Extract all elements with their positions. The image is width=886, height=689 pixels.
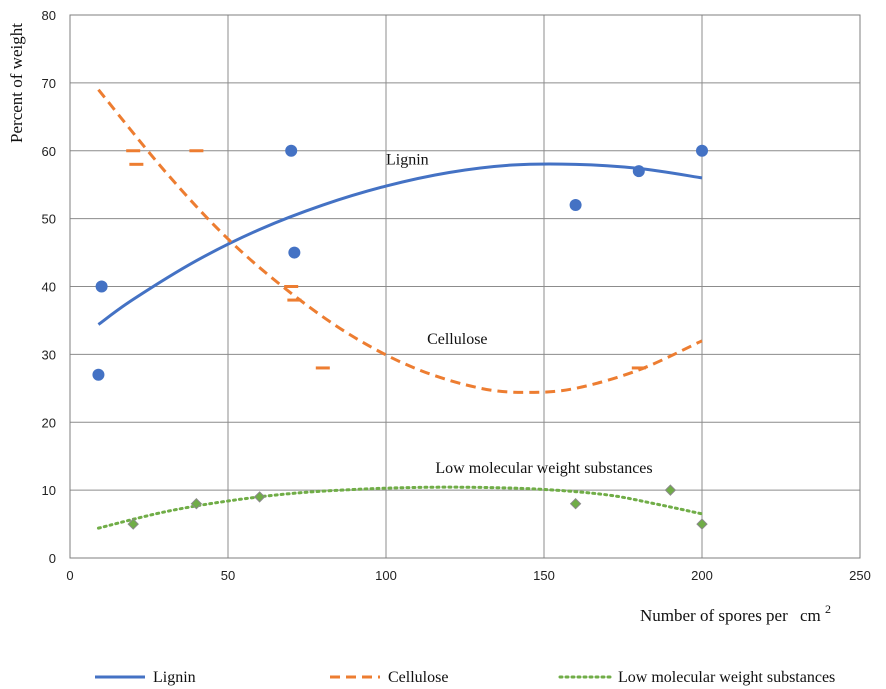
y-tick-label: 40	[42, 280, 56, 295]
lignin-point	[95, 280, 108, 293]
x-tick-label: 150	[533, 568, 555, 583]
cellulose-point	[631, 366, 646, 370]
annotation-lignin: Lignin	[386, 151, 429, 168]
low-molecular-weight-substances-point	[127, 518, 139, 530]
lignin-point	[288, 246, 301, 259]
y-tick-label: 0	[49, 551, 56, 566]
x-tick-label: 250	[849, 568, 871, 583]
x-tick-label: 50	[221, 568, 235, 583]
annotation-low-molecular-weight-substances: Low molecular weight substances	[435, 460, 652, 477]
legend: Lignin Cellulose Low molecular weight subs…	[95, 669, 835, 686]
x-tick-label: 0	[66, 568, 73, 583]
y-tick-label: 70	[42, 76, 56, 91]
lignin-point	[569, 199, 582, 212]
y-tick-label: 20	[42, 415, 56, 430]
y-tick-label: 50	[42, 212, 56, 227]
x-axis-ticks: 0 50 100 150 200 250	[66, 568, 870, 583]
plot-area-border	[69, 14, 861, 559]
data-points	[92, 144, 708, 530]
x-axis-title-superscript: 2	[825, 602, 831, 616]
x-tick-label: 100	[375, 568, 397, 583]
y-axis-title: Percent of weight	[7, 23, 26, 143]
y-tick-label: 60	[42, 144, 56, 159]
x-tick-label: 200	[691, 568, 713, 583]
cellulose-point	[284, 285, 299, 288]
low-molecular-weight-substances-point	[253, 491, 266, 503]
y-tick-label: 10	[42, 483, 56, 498]
legend-label-low-molecular-weight-substances: Low molecular weight substances	[618, 669, 835, 686]
x-axis-title-text: Number of spores per	[640, 606, 788, 625]
y-axis-ticks: 0 10 20 30 40 50 60 70 80	[42, 8, 56, 566]
annotation-cellulose: Cellulose	[427, 331, 487, 348]
lignin-trend-line	[97, 162, 703, 326]
lignin-point	[632, 165, 645, 178]
low-molecular-weight-substances-point	[190, 497, 203, 510]
cellulose-point	[129, 162, 144, 166]
low-molecular-weight-substances-point	[664, 484, 677, 496]
low-molecular-weight-substances-point	[569, 497, 582, 510]
lignin-point	[92, 368, 105, 381]
annotations: Lignin Cellulose Low molecular weight subs…	[386, 151, 653, 477]
cellulose-point	[315, 366, 330, 370]
legend-label-lignin: Lignin	[153, 669, 196, 686]
svg-text:Number of spores per cm: Number of spores per cm 2	[640, 602, 831, 625]
low-molecular-weight-substances-point	[696, 518, 708, 530]
x-axis-title: Number of spores per cm 2	[640, 602, 831, 625]
low-molecular-weight-substances-trend-line	[96, 485, 704, 530]
y-tick-label: 80	[42, 8, 56, 23]
lignin-point	[696, 144, 708, 157]
lignin-point	[285, 144, 298, 157]
legend-label-cellulose: Cellulose	[388, 669, 448, 686]
cellulose-trend-line	[97, 88, 703, 394]
x-axis-title-unit: cm	[800, 606, 821, 625]
cellulose-point	[126, 149, 141, 153]
cellulose-point	[189, 149, 204, 153]
cellulose-point	[287, 298, 302, 302]
y-tick-label: 30	[42, 347, 56, 362]
